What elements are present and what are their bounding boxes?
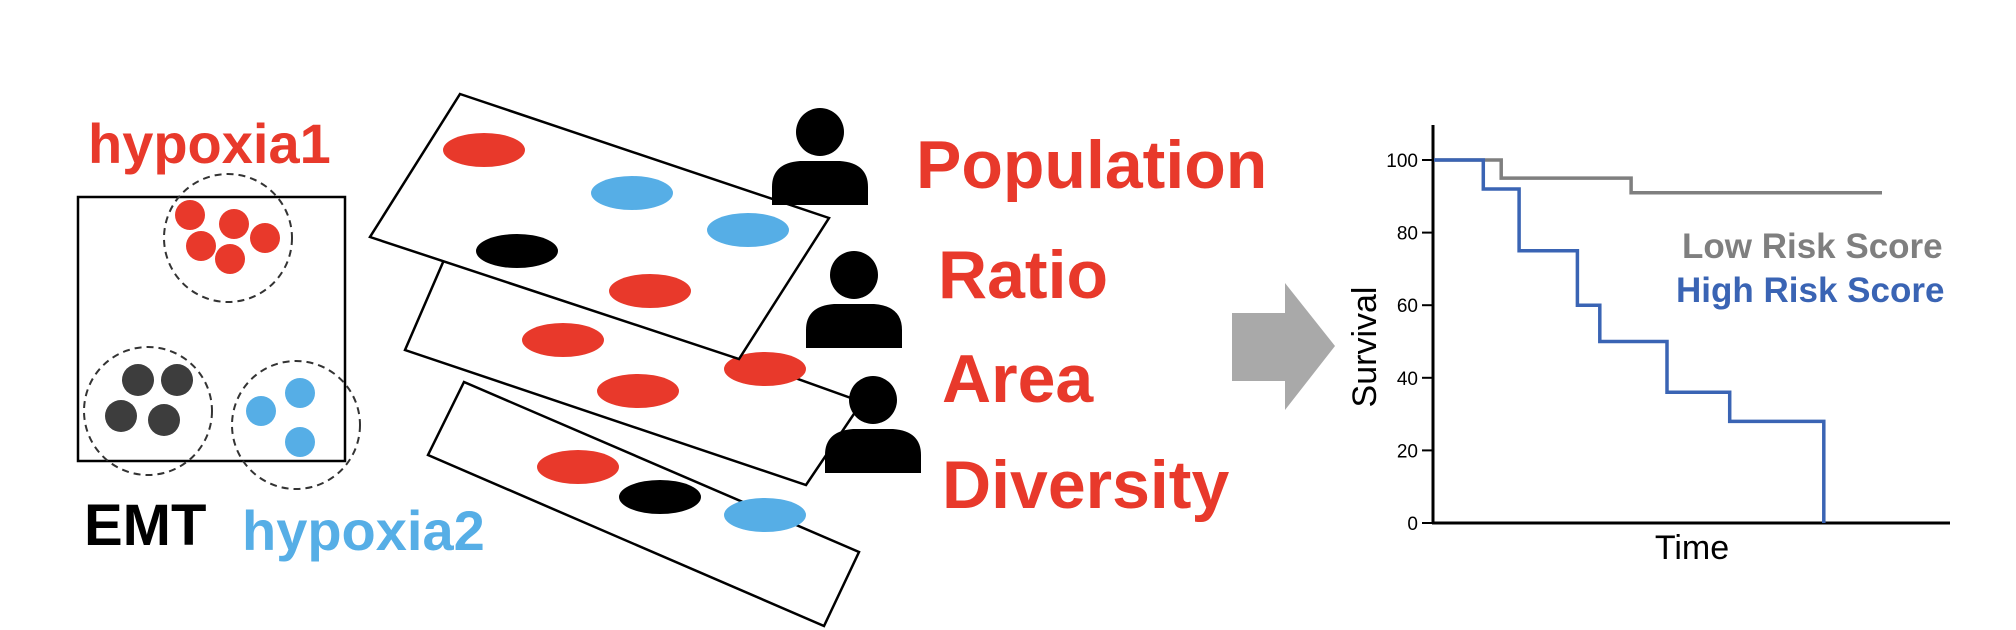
hypoxia1-cluster-outline: [163, 173, 293, 303]
hypoxia1-cells: [175, 200, 280, 274]
cell-ellipse: [443, 133, 525, 167]
cell: [285, 378, 315, 408]
hypoxia2-cluster-outline: [231, 360, 361, 490]
cell-ellipse: [476, 234, 558, 268]
cell-ellipse: [597, 374, 679, 408]
legend-high-risk: High Risk Score: [1676, 271, 1944, 310]
person-icon: [825, 376, 921, 473]
y-tick-label: 20: [1397, 441, 1418, 462]
high-risk-survival-line: [1434, 158, 1826, 523]
cell-ellipse: [619, 480, 701, 514]
patient-layers: [368, 92, 921, 628]
person-icon: [806, 251, 902, 348]
cell-ellipse: [707, 213, 789, 247]
cell: [285, 427, 315, 457]
cell: [148, 404, 180, 436]
hypoxia2-label: hypoxia2: [242, 499, 485, 562]
y-tick-label: 80: [1397, 224, 1418, 245]
hypoxia1-label: hypoxia1: [88, 112, 331, 175]
feature-population: Population: [916, 127, 1267, 203]
cell-ellipse: [591, 176, 673, 210]
feature-ratio: Ratio: [938, 237, 1108, 313]
cell: [246, 396, 276, 426]
cell: [161, 364, 193, 396]
cell-ellipse: [522, 323, 604, 357]
y-axis-label: Survival: [1346, 287, 1384, 408]
legend-low-risk: Low Risk Score: [1682, 227, 1943, 266]
cell-ellipse: [609, 274, 691, 308]
cell-ellipse: [724, 352, 806, 386]
cell-ellipse: [537, 450, 619, 484]
right-arrow-icon: [1232, 283, 1335, 410]
cell: [215, 244, 245, 274]
y-tick-label: 0: [1407, 514, 1418, 535]
feature-area: Area: [942, 341, 1094, 417]
emt-label: EMT: [84, 493, 206, 558]
cluster-panel: hypoxia1 EMT hypoxia2: [76, 112, 485, 562]
person-icon: [772, 108, 868, 205]
cell: [122, 364, 154, 396]
cell: [250, 223, 280, 253]
y-tick-label: 100: [1386, 151, 1418, 172]
y-tick-label: 40: [1397, 369, 1418, 390]
x-axis-label: Time: [1655, 529, 1729, 567]
hypoxia2-cells: [246, 378, 315, 457]
low-risk-survival-line: [1434, 158, 1882, 195]
emt-cells: [105, 364, 193, 436]
feature-list: Population Ratio Area Diversity: [916, 127, 1267, 523]
cell: [175, 200, 205, 230]
survival-chart: 0 20 40 60 80 100 Survival Time Low Risk Scor…: [1346, 125, 1950, 567]
cell: [219, 209, 249, 239]
emt-cluster-outline: [83, 346, 213, 476]
y-tick-label: 60: [1397, 296, 1418, 317]
cell-ellipse: [724, 498, 806, 532]
cell: [186, 231, 216, 261]
feature-diversity: Diversity: [942, 447, 1229, 523]
tissue-box: [76, 195, 347, 463]
cell: [105, 400, 137, 432]
